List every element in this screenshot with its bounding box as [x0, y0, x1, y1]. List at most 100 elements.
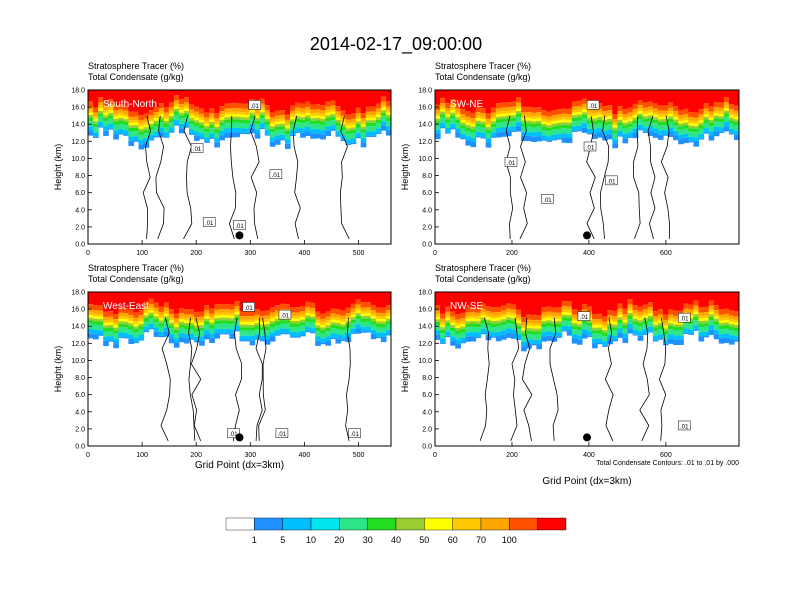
- tracer-cell: [305, 121, 311, 127]
- tracer-cell: [310, 118, 316, 121]
- tracer-cell: [315, 133, 321, 139]
- tracer-cell: [460, 108, 466, 115]
- condensate-contour: [228, 115, 237, 240]
- tracer-cell: [511, 106, 517, 111]
- tracer-cell: [505, 126, 512, 132]
- tracer-cell: [133, 332, 140, 338]
- tracer-cell: [365, 106, 372, 112]
- tracer-cell: [259, 292, 266, 311]
- tracer-cell: [587, 326, 593, 332]
- tracer-cell: [668, 338, 674, 344]
- tracer-cell: [445, 111, 451, 115]
- tracer-cell: [688, 318, 694, 321]
- tracer-cell: [249, 110, 256, 113]
- tracer-cell: [663, 334, 669, 340]
- tracer-cell: [622, 128, 629, 134]
- tracer-cell: [490, 321, 497, 324]
- tracer-cell: [350, 127, 357, 131]
- tracer-cell: [118, 133, 124, 135]
- tracer-cell: [485, 113, 492, 119]
- tracer-cell: [224, 320, 230, 324]
- tracer-cell: [571, 90, 578, 102]
- tracer-cell: [335, 329, 342, 335]
- tracer-cell: [561, 137, 568, 143]
- tracer-cell: [330, 116, 337, 121]
- tracer-cell: [300, 305, 306, 312]
- tracer-cell: [178, 316, 185, 320]
- tracer-cell: [244, 103, 251, 109]
- tracer-cell: [143, 142, 150, 148]
- tracer-cell: [385, 324, 391, 330]
- y-axis-label: Height (km): [53, 144, 63, 191]
- tracer-cell: [290, 116, 296, 120]
- tracer-cell: [350, 142, 357, 145]
- tracer-cell: [561, 124, 568, 129]
- tracer-cell: [531, 116, 537, 119]
- tracer-cell: [163, 302, 170, 308]
- tracer-cell: [627, 132, 634, 137]
- tracer-cell: [531, 328, 537, 332]
- tracer-cell: [490, 318, 497, 322]
- tracer-cell: [365, 313, 372, 316]
- tracer-cell: [612, 324, 618, 328]
- tracer-cell: [158, 127, 165, 133]
- tracer-cell: [723, 319, 730, 323]
- tracer-cell: [566, 309, 573, 313]
- tracer-cell: [576, 292, 583, 311]
- tracer-cell: [475, 106, 482, 113]
- tracer-cell: [632, 305, 639, 311]
- tracer-cell: [627, 112, 634, 117]
- tracer-cell: [485, 129, 492, 134]
- tracer-cell: [380, 316, 387, 319]
- tracer-cell: [300, 114, 306, 118]
- tracer-cell: [269, 117, 276, 122]
- tracer-cell: [118, 321, 124, 324]
- colorbar-swatch: [367, 517, 397, 531]
- plot-frame: [434, 89, 740, 245]
- tracer-cell: [335, 317, 342, 321]
- y-tick-label: 10.0: [418, 156, 432, 163]
- tracer-cell: [153, 322, 160, 328]
- tracer-cell: [668, 329, 674, 335]
- tracer-cell: [663, 130, 669, 135]
- tracer-cell: [300, 319, 306, 323]
- tracer-cell: [340, 315, 347, 320]
- tracer-cell: [209, 108, 215, 114]
- tracer-cell: [637, 124, 644, 130]
- y-tick-label: 16.0: [418, 105, 432, 112]
- tracer-cell: [244, 120, 251, 124]
- contour-label-box: [202, 217, 216, 227]
- tracer-cell: [668, 320, 674, 324]
- tracer-cell: [607, 134, 613, 140]
- tracer-cell: [103, 340, 109, 347]
- tracer-cell: [470, 126, 477, 130]
- tracer-cell: [350, 122, 357, 125]
- tracer-cell: [320, 105, 326, 111]
- y-tick-label: 0.0: [422, 242, 432, 249]
- tracer-cell: [465, 321, 472, 324]
- tracer-cell: [209, 317, 215, 320]
- tracer-cell: [229, 329, 236, 334]
- tracer-cell: [500, 319, 507, 322]
- tracer-cell: [355, 304, 362, 308]
- tracer-cell: [310, 124, 316, 130]
- tracer-cell: [158, 116, 165, 120]
- tracer-cell: [189, 104, 195, 110]
- tracer-cell: [546, 315, 553, 318]
- tracer-cell: [103, 130, 109, 136]
- tracer-cell: [647, 101, 654, 107]
- tracer-cell: [315, 112, 321, 116]
- tracer-cell: [249, 292, 256, 312]
- tracer-cell: [663, 119, 669, 122]
- tracer-cell: [607, 129, 613, 135]
- tracer-cell: [284, 134, 291, 140]
- tracer-cell: [183, 110, 190, 114]
- tracer-cell: [380, 90, 387, 97]
- tracer-cell: [465, 336, 472, 342]
- x-tick-label: 400: [583, 452, 595, 459]
- tracer-cell: [214, 309, 220, 313]
- tracer-cell: [566, 120, 573, 123]
- tracer-cell: [556, 307, 563, 313]
- tracer-cell: [279, 90, 286, 111]
- tracer-cell: [239, 319, 246, 323]
